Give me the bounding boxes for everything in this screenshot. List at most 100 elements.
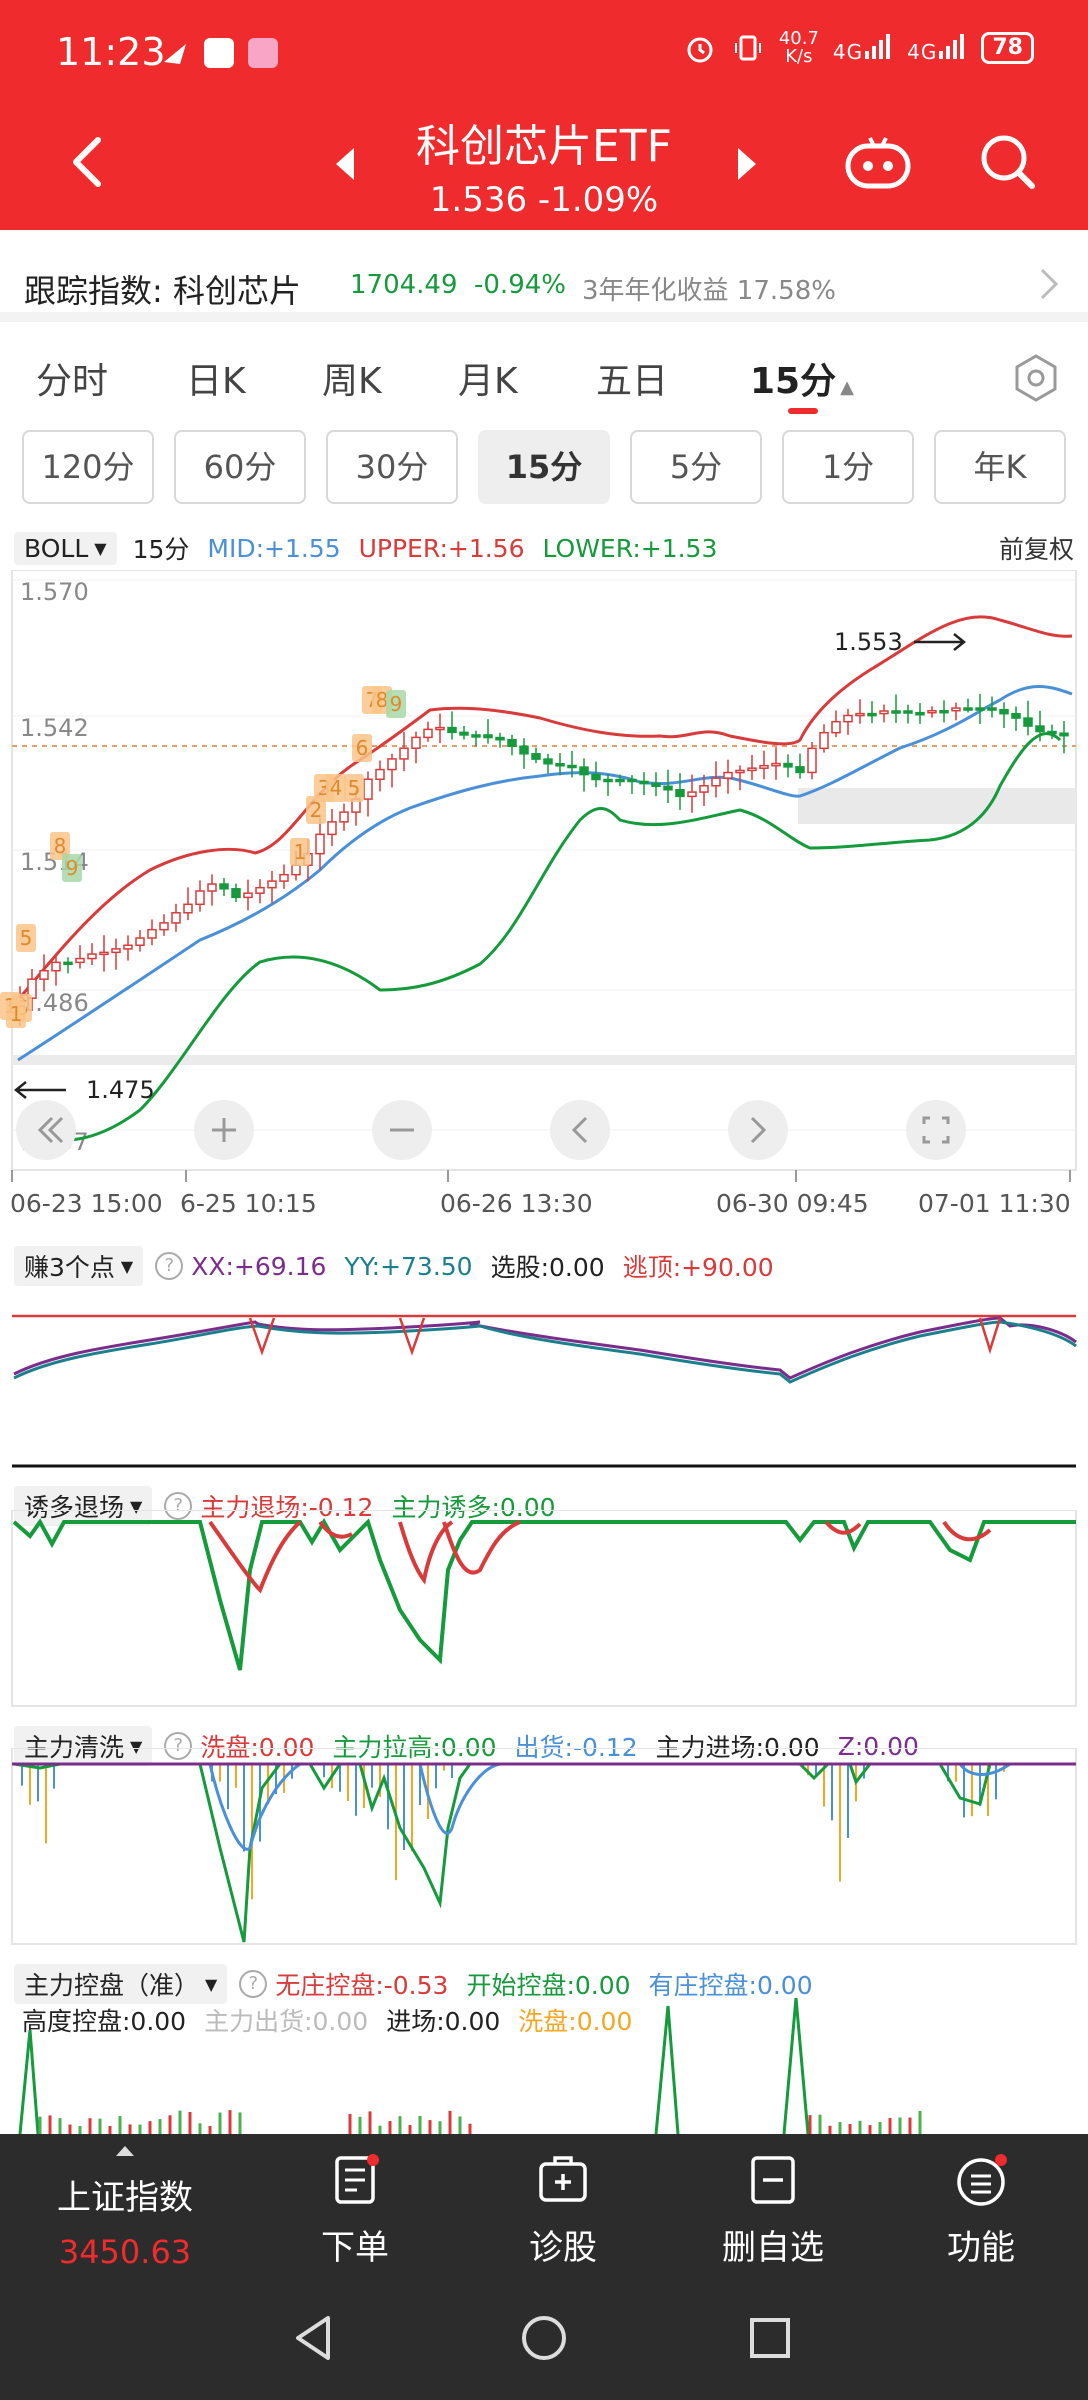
status-bar: 11:23 40.7 K/s 4G 4G 78 [0,0,1088,110]
candle [471,734,481,738]
boll-selector[interactable]: BOLL ▼ [14,531,117,565]
ind3-frame [11,1748,1077,1945]
scroll-right-button[interactable] [728,1100,788,1160]
tab-five-day[interactable]: 五日 [596,361,669,402]
tab-weekly-k[interactable]: 周K [322,361,382,402]
candles [15,693,1069,1026]
system-back-icon[interactable] [284,2308,344,2368]
chart-controls [16,1100,966,1160]
candle [231,888,241,899]
shaded-zone-low [12,1055,1076,1065]
candle [123,944,133,950]
adjust-mode[interactable]: 前复权 [998,535,1074,564]
high-price-label: 1.553 [834,628,903,656]
signal-icon [865,33,891,59]
candle [435,726,445,731]
candle [927,709,937,714]
x-axis-ticks [11,1170,1071,1182]
app-notification-icon [204,38,234,68]
candle [843,714,853,723]
candle [831,720,841,734]
ind4-name: 主力控盘（准） [24,1971,200,2000]
ind1-selector[interactable]: 赚3个点 ▼ [14,1246,144,1286]
x-label: 06-30 09:45 [716,1189,869,1218]
tab-15min[interactable]: 15分 ▲ [750,352,854,414]
tab-monthly-k[interactable]: 月K [458,361,518,402]
signal-marker: 4 [326,774,346,802]
tracking-index-value: 1704.49 [350,270,458,300]
market-index-button[interactable]: 上证指数 3450.63 [40,2134,210,2271]
candle [279,873,289,882]
zoom-in-button[interactable] [194,1100,254,1160]
sub-period-120min[interactable]: 120分 [22,430,154,504]
functions-button[interactable]: 功能 [896,2152,1066,2269]
robot-assistant-icon[interactable] [840,132,916,192]
candle [783,762,793,768]
fast-rewind-button[interactable] [16,1100,76,1160]
sub-period-5min[interactable]: 5分 [630,430,762,504]
remove-watchlist-button[interactable]: 删自选 [688,2152,858,2269]
system-recents-icon[interactable] [740,2308,800,2368]
tracking-index-bar[interactable]: 跟踪指数: 科创芯片 1704.49 -0.94% 3年年化收益 17.58% [0,230,1088,322]
candle [567,764,577,769]
back-arrow-icon[interactable] [60,132,120,192]
search-icon[interactable] [976,130,1040,194]
ind4-histogram [38,2110,922,2134]
ind4-selector[interactable]: 主力控盘（准） ▼ [14,1964,228,2004]
next-stock-icon[interactable] [732,144,762,184]
signal-2: 4G [907,33,967,64]
ind1-xg: 选股:0.00 [490,1253,605,1282]
signal-label: 1 [10,1002,23,1026]
candle [687,791,697,798]
tab-daily-k[interactable]: 日K [186,361,246,402]
sub-period-60min[interactable]: 60分 [174,430,306,504]
scroll-left-button[interactable] [550,1100,610,1160]
sub-period-15min[interactable]: 15分 [478,430,610,504]
candle [939,709,949,714]
ind4-ship: 主力出货:0.00 [204,2007,369,2036]
help-icon[interactable]: ? [164,1492,193,1520]
candle [159,922,169,931]
candle [603,778,613,783]
tab-15min-label: 15分 [750,361,837,402]
sub-period-yearly[interactable]: 年K [934,430,1066,504]
candle [951,707,961,712]
settings-hexagon-icon[interactable] [1010,352,1062,404]
help-icon[interactable]: ? [155,1252,184,1280]
candle [507,738,517,748]
sub-period-1min[interactable]: 1分 [782,430,914,504]
signal-1-label: 4G [832,39,864,64]
candle [147,928,157,939]
tab-intraday[interactable]: 分时 [36,361,109,402]
annualized-return: 3年年化收益 17.58% [582,276,836,306]
x-label: 6-25 10:15 [180,1189,317,1218]
app-header: 科创芯片ETF 1.536 -1.09% [0,110,1088,230]
candle [255,886,265,894]
signal-label: 5 [348,776,361,800]
caret-down-icon: ▼ [205,1974,218,1994]
ind4-spike [654,2005,680,2134]
candlestick-chart[interactable]: 1.570 1.542 1.514 1.486 1.457 5681234567… [0,570,1088,1230]
header-title-block: 科创芯片ETF 1.536 -1.09% [300,110,788,220]
diagnose-button[interactable]: 诊股 [478,2152,648,2269]
sub-period-30min[interactable]: 30分 [326,430,458,504]
help-icon[interactable]: ? [164,1732,193,1760]
status-indicators: 40.7 K/s 4G 4G 78 [683,30,1034,66]
system-home-icon[interactable] [514,2308,574,2368]
ind2-exit-line [208,1520,992,1594]
candle [219,883,229,890]
order-button[interactable]: 下单 [270,2152,440,2269]
previous-stock-icon[interactable] [330,144,360,184]
tracking-index-label: 跟踪指数: 科创芯片 [24,272,301,310]
fullscreen-button[interactable] [906,1100,966,1160]
functions-label: 功能 [947,2228,1015,2268]
signal-1: 4G [833,33,893,64]
boll-period: 15分 [132,535,190,564]
boll-mid: MID:+1.55 [207,533,341,563]
help-icon[interactable]: ? [239,1970,268,1998]
caret-down-icon: ▼ [94,538,107,558]
ind3-z: Z:0.00 [837,1731,919,1761]
boll-lower: LOWER:+1.53 [542,533,718,563]
ind2-selector[interactable]: 诱多退场 ▼ [14,1486,153,1526]
zoom-out-button[interactable] [372,1100,432,1160]
